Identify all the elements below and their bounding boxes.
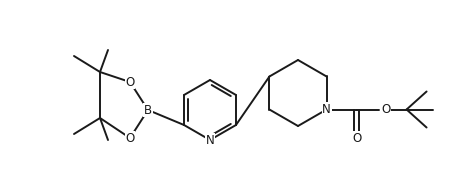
Text: O: O <box>352 132 361 145</box>
Text: N: N <box>206 134 214 146</box>
Text: B: B <box>144 103 152 117</box>
Text: N: N <box>322 103 331 116</box>
Text: O: O <box>125 76 135 89</box>
Text: O: O <box>125 131 135 144</box>
Text: O: O <box>381 103 390 116</box>
